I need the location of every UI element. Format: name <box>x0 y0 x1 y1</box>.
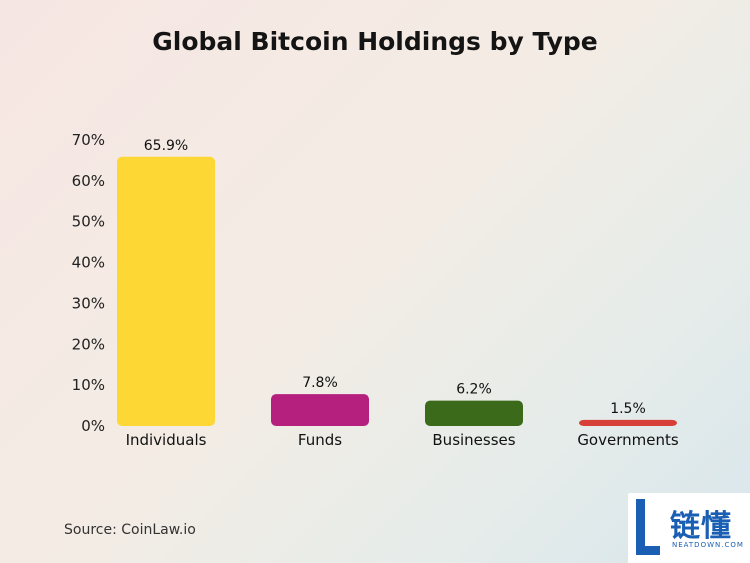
data-label: 1.5% <box>610 401 646 417</box>
category-label: Individuals <box>126 431 207 449</box>
watermark-text: 链懂 <box>670 509 732 544</box>
watermark-subtext: NEATDOWN.COM <box>672 541 744 549</box>
y-tick-label: 30% <box>72 294 105 312</box>
y-tick-label: 0% <box>81 417 105 435</box>
y-tick-label: 40% <box>72 254 105 272</box>
data-label: 65.9% <box>144 138 188 154</box>
data-label: 7.8% <box>302 375 338 391</box>
y-tick-label: 60% <box>72 172 105 190</box>
y-tick-label: 10% <box>72 376 105 394</box>
category-label: Governments <box>577 431 679 449</box>
data-labels: 65.9% 7.8% 6.2% 1.5% <box>144 138 646 417</box>
source-note: Source: CoinLaw.io <box>64 522 196 538</box>
bars <box>117 156 677 426</box>
chart-title: Global Bitcoin Holdings by Type <box>152 27 597 56</box>
watermark-logo: 链懂 NEATDOWN.COM <box>628 493 750 563</box>
category-label: Businesses <box>432 431 515 449</box>
bar-businesses <box>425 400 523 426</box>
y-tick-label: 50% <box>72 213 105 231</box>
y-axis: 0% 10% 20% 30% 40% 50% 60% 70% <box>72 131 105 435</box>
bar-individuals <box>117 156 215 426</box>
category-labels: Individuals Funds Businesses Governments <box>126 431 679 449</box>
bar-governments <box>579 419 677 426</box>
logo-l-icon <box>636 499 660 555</box>
y-tick-label: 70% <box>72 131 105 149</box>
y-tick-label: 20% <box>72 335 105 353</box>
data-label: 6.2% <box>456 382 492 398</box>
bar-funds <box>271 394 369 426</box>
category-label: Funds <box>298 431 342 449</box>
